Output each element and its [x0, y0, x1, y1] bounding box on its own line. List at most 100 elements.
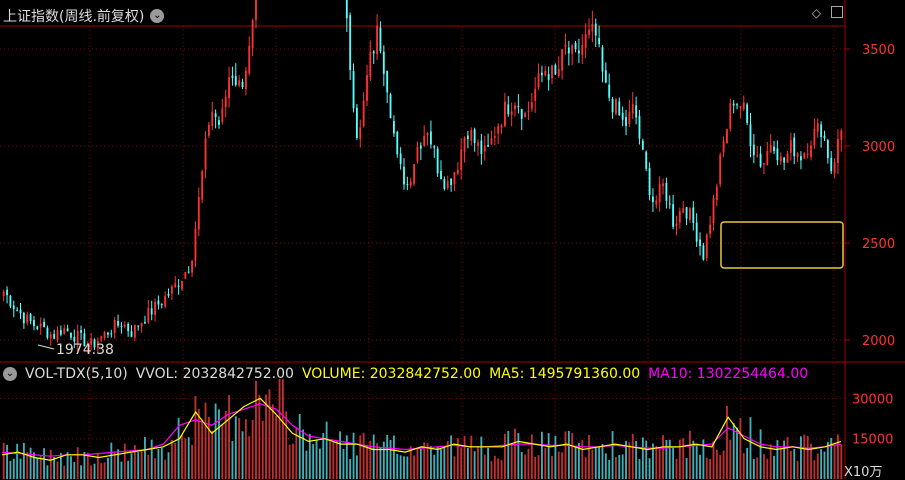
volume-bar: [352, 432, 355, 479]
candle-body: [147, 307, 150, 323]
candle-body: [712, 198, 715, 224]
candle-body: [150, 308, 153, 315]
candle-body: [524, 113, 527, 118]
candle-body: [561, 49, 564, 71]
candle-body: [752, 144, 755, 156]
volume-bar: [12, 458, 15, 479]
chevron-down-icon[interactable]: ⌄: [3, 367, 17, 381]
candle-body: [675, 223, 678, 227]
volume-bar: [453, 456, 456, 479]
volume-bar: [578, 443, 580, 479]
candle-body: [500, 125, 503, 128]
toolbar-icons: ◇: [812, 6, 843, 20]
candle-body: [702, 245, 705, 260]
candle-body: [177, 285, 180, 287]
volume-bar: [66, 452, 69, 479]
indicator-name[interactable]: VOL-TDX(5,10): [25, 366, 128, 382]
volume-bar: [73, 462, 76, 479]
diamond-icon[interactable]: ◇: [811, 6, 821, 20]
candle-body: [678, 211, 681, 223]
price-axis-label: 2000: [862, 334, 895, 349]
ma5-line: [1, 397, 842, 461]
volume-bar: [756, 457, 759, 479]
candle-body: [369, 51, 372, 78]
volume-bar: [517, 433, 520, 479]
volume-bar: [9, 460, 12, 479]
volume-bar: [557, 451, 560, 479]
volume-bar: [110, 442, 113, 479]
candle-body: [604, 70, 607, 83]
candle-body: [830, 158, 833, 172]
volume-bar: [705, 457, 708, 479]
volume-bar: [355, 455, 358, 479]
candle-body: [460, 149, 463, 170]
candle-body: [776, 148, 779, 161]
volume-bar: [157, 448, 160, 479]
volume-bar: [514, 428, 516, 479]
candle-body: [379, 27, 382, 52]
volume-bar: [608, 459, 611, 479]
candle-body: [140, 322, 143, 327]
candle-body: [103, 331, 106, 338]
chevron-down-icon[interactable]: ⌄: [150, 9, 165, 23]
volume-bar: [500, 460, 503, 479]
volume-bar: [655, 445, 658, 479]
volume-bar: [305, 450, 308, 479]
volume-bar: [160, 447, 163, 479]
volume-bar: [221, 423, 224, 479]
grid-icon[interactable]: [831, 6, 843, 18]
candle-body: [207, 124, 210, 136]
volume-bar: [251, 419, 254, 479]
volume-bar: [601, 444, 604, 479]
volume-bar: [840, 444, 843, 479]
candle-body: [26, 314, 29, 323]
volume-bar: [16, 443, 19, 479]
volume-bar: [665, 439, 668, 479]
candle-body: [218, 120, 220, 125]
volume-bar: [487, 447, 490, 479]
candle-body: [601, 47, 604, 72]
candle-body: [833, 162, 836, 174]
candle-body: [231, 75, 234, 78]
candle-body: [820, 124, 823, 137]
candle-body: [181, 280, 183, 290]
volume-bar: [443, 447, 446, 479]
volume-bar: [271, 404, 274, 479]
candle-body: [127, 323, 130, 332]
volume-bar: [732, 423, 735, 479]
candle-body: [204, 138, 207, 170]
candle-body: [157, 300, 160, 305]
candle-body: [36, 326, 39, 330]
volume-bar: [201, 419, 204, 479]
volume-bar: [719, 454, 722, 479]
volume-bar: [742, 453, 745, 479]
volume-bar: [678, 439, 681, 479]
volume-bar: [396, 453, 399, 479]
candle-body: [456, 169, 459, 174]
candle-body: [766, 150, 769, 165]
volume-bar: [736, 427, 738, 479]
volume-axis-label: 15000: [852, 433, 893, 448]
candle-body: [406, 184, 409, 186]
volume-bar: [816, 453, 819, 479]
volume-bar: [406, 456, 409, 479]
candle-body: [96, 341, 99, 349]
candle-body: [137, 325, 140, 327]
candle-body: [70, 332, 72, 338]
volume-bar: [76, 447, 79, 479]
chart-title[interactable]: 上证指数(周线.前复权) ⌄: [3, 6, 165, 26]
candle-body: [779, 156, 782, 162]
volume-bar: [174, 442, 177, 479]
volume-bar: [503, 433, 506, 479]
volume-bar: [648, 458, 651, 479]
volume-bar: [625, 440, 627, 479]
volume-bar: [241, 431, 244, 479]
candle-body: [419, 145, 422, 149]
candle-body: [527, 110, 530, 112]
volume-bar: [615, 456, 617, 479]
candle-body: [736, 104, 738, 106]
volume-bar: [100, 463, 103, 479]
volume-bar: [49, 449, 52, 479]
volume-bar: [709, 459, 712, 479]
